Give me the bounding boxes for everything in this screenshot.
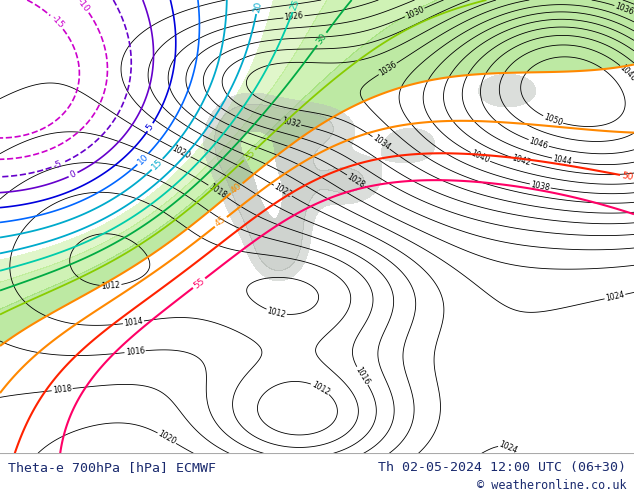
Text: 1032: 1032 bbox=[280, 116, 301, 129]
Text: 1026: 1026 bbox=[284, 11, 304, 23]
Text: 1020: 1020 bbox=[156, 429, 178, 447]
Text: -10: -10 bbox=[75, 0, 91, 14]
Text: 1016: 1016 bbox=[353, 366, 371, 387]
Text: 1036: 1036 bbox=[614, 1, 634, 17]
Text: -15: -15 bbox=[49, 14, 65, 30]
Text: 1012: 1012 bbox=[101, 281, 121, 291]
Text: 0: 0 bbox=[68, 170, 77, 180]
Text: 55: 55 bbox=[191, 276, 206, 290]
Text: 1044: 1044 bbox=[552, 154, 573, 167]
Text: 1040: 1040 bbox=[470, 149, 491, 165]
Text: 1042: 1042 bbox=[510, 153, 532, 168]
Text: 30: 30 bbox=[315, 32, 329, 46]
Text: 35: 35 bbox=[242, 148, 257, 162]
Text: 1034: 1034 bbox=[371, 134, 392, 152]
Text: 1012: 1012 bbox=[266, 306, 287, 319]
Text: 1016: 1016 bbox=[125, 346, 145, 357]
Text: 1022: 1022 bbox=[273, 182, 294, 199]
Text: 1014: 1014 bbox=[124, 317, 144, 328]
Text: 1020: 1020 bbox=[171, 144, 192, 160]
Text: 1030: 1030 bbox=[404, 4, 425, 21]
Text: 20: 20 bbox=[252, 0, 263, 13]
Text: 1038: 1038 bbox=[530, 180, 550, 193]
Text: -5: -5 bbox=[52, 159, 63, 171]
Text: Th 02-05-2024 12:00 UTC (06+30): Th 02-05-2024 12:00 UTC (06+30) bbox=[378, 461, 626, 474]
Text: 1012: 1012 bbox=[310, 380, 331, 397]
Text: 1024: 1024 bbox=[498, 440, 519, 456]
Text: 5: 5 bbox=[145, 122, 155, 132]
Text: 1024: 1024 bbox=[605, 290, 625, 303]
Text: 40: 40 bbox=[230, 181, 244, 196]
Text: 10: 10 bbox=[136, 152, 150, 166]
Text: 1018: 1018 bbox=[52, 384, 72, 395]
Text: 50: 50 bbox=[621, 171, 634, 182]
Text: 1048: 1048 bbox=[618, 63, 634, 83]
Text: 1028: 1028 bbox=[346, 172, 366, 190]
Text: 1036: 1036 bbox=[377, 60, 398, 78]
Text: 1018: 1018 bbox=[207, 182, 228, 200]
Text: 1046: 1046 bbox=[528, 136, 549, 150]
Text: © weatheronline.co.uk: © weatheronline.co.uk bbox=[477, 479, 626, 490]
Text: 15: 15 bbox=[150, 157, 165, 171]
Text: Theta-e 700hPa [hPa] ECMWF: Theta-e 700hPa [hPa] ECMWF bbox=[8, 461, 216, 474]
Text: 1050: 1050 bbox=[542, 112, 564, 127]
Text: 25: 25 bbox=[289, 0, 302, 12]
Text: 45: 45 bbox=[214, 215, 228, 229]
